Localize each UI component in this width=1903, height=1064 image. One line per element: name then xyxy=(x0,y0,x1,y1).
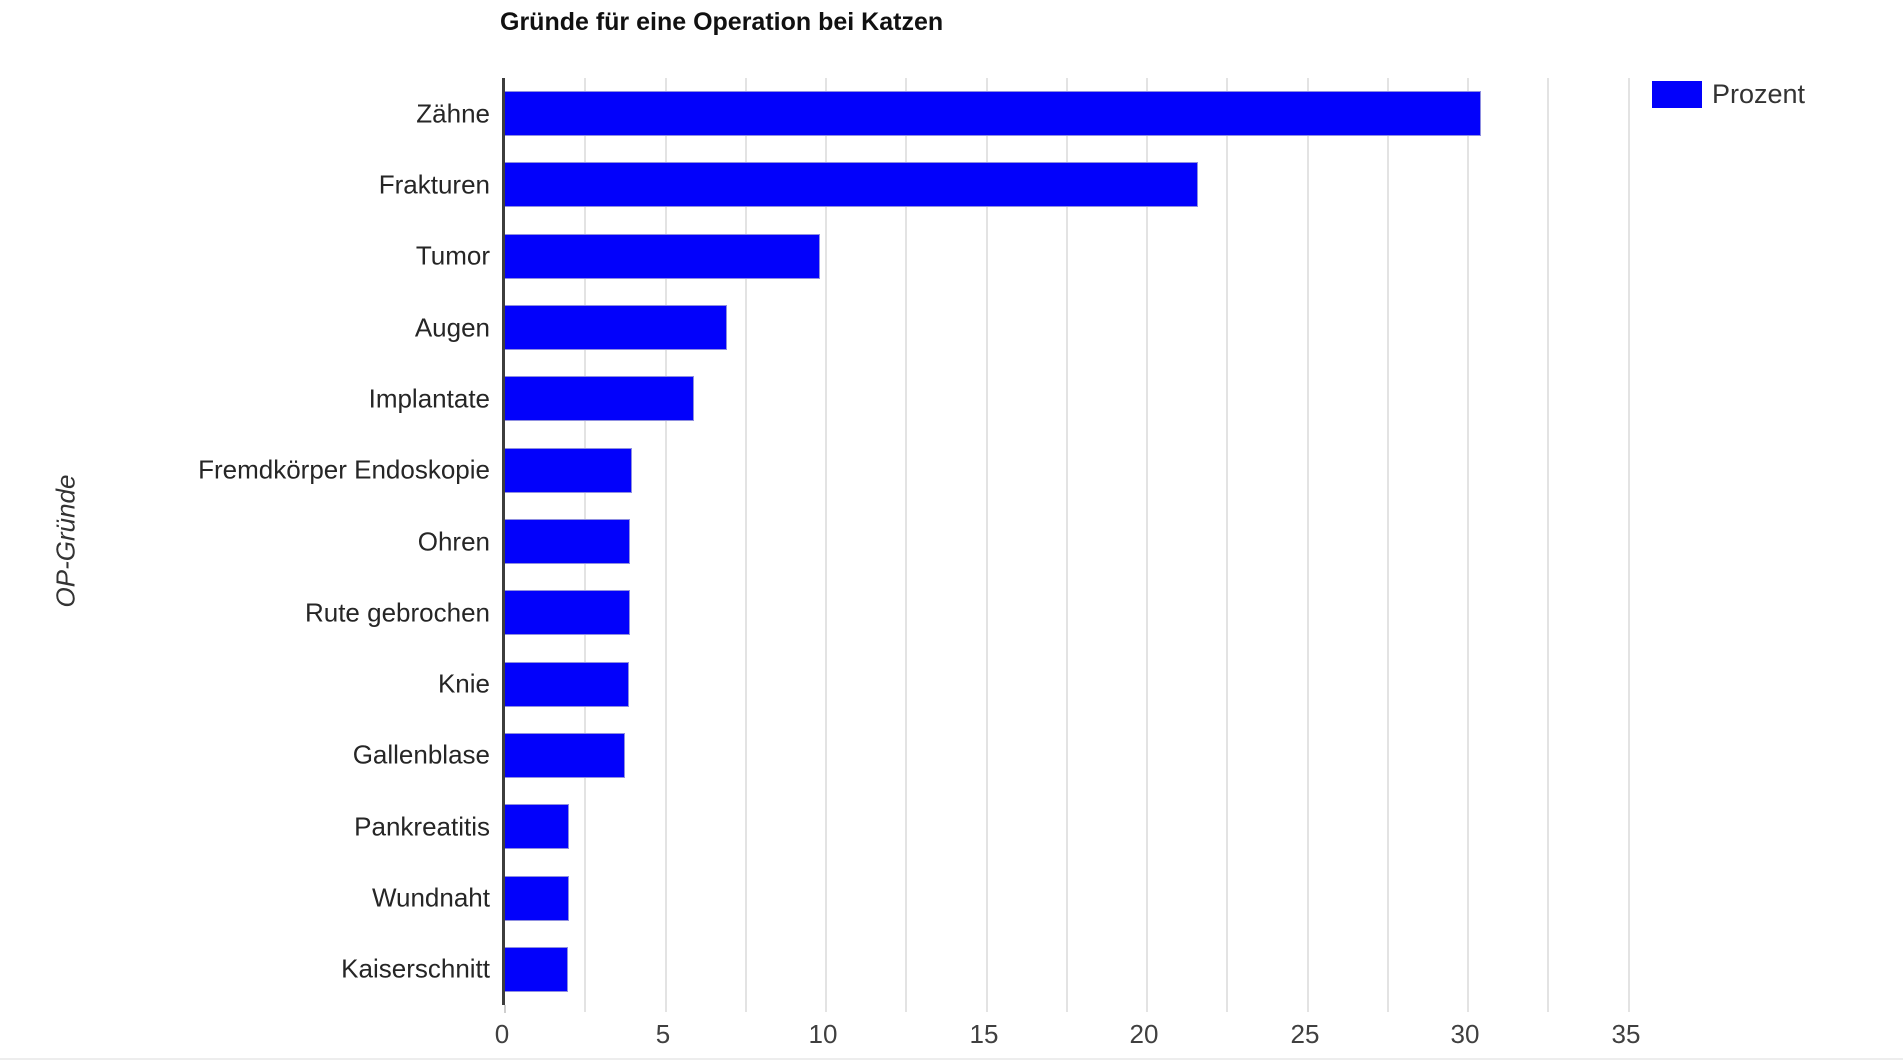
category-label: Wundnaht xyxy=(371,882,490,913)
x-tick-label: 30 xyxy=(1450,1019,1480,1049)
category-axis: Zähne Frakturen Tumor Augen Implantate Fremdk… xyxy=(0,0,490,1064)
bottom-divider xyxy=(0,1058,1903,1060)
gridline xyxy=(1226,78,1229,1012)
bar[interactable] xyxy=(505,804,570,849)
gridline xyxy=(1547,78,1550,1012)
x-tick-label: 20 xyxy=(1129,1019,1159,1049)
x-tick-label: 15 xyxy=(969,1019,999,1049)
category-label: Kaiserschnitt xyxy=(341,953,490,984)
legend-label: Prozent xyxy=(1712,79,1806,109)
x-tick-label: 10 xyxy=(808,1019,838,1049)
gridline xyxy=(1146,78,1149,1012)
x-tick-label: 5 xyxy=(655,1019,671,1049)
category-label: Zähne xyxy=(416,98,490,129)
gridline xyxy=(744,78,747,1012)
gridline xyxy=(1627,78,1630,1012)
bar[interactable] xyxy=(505,947,568,992)
bar[interactable] xyxy=(505,305,727,350)
category-label: Rute gebrochen xyxy=(304,597,490,628)
gridline xyxy=(825,78,828,1012)
bar[interactable] xyxy=(505,662,629,707)
axis-tick xyxy=(504,1005,506,1013)
bar[interactable] xyxy=(505,519,631,564)
gridline xyxy=(985,78,988,1012)
category-label: Gallenblase xyxy=(352,739,490,770)
category-label: Fremdkörper Endoskopie xyxy=(198,454,490,485)
bar[interactable] xyxy=(505,91,1481,136)
x-tick-label: 25 xyxy=(1290,1019,1320,1049)
bar[interactable] xyxy=(505,590,631,635)
x-tick-label: 0 xyxy=(494,1019,510,1049)
category-label: Implantate xyxy=(368,383,490,414)
plot-area xyxy=(502,78,1635,1013)
bar[interactable] xyxy=(505,376,695,421)
gridline xyxy=(1467,78,1470,1012)
gridline xyxy=(1065,78,1068,1012)
chart-title: Gründe für eine Operation bei Katzen xyxy=(500,8,944,36)
x-tick-label: 35 xyxy=(1611,1019,1641,1049)
category-label: Frakturen xyxy=(378,169,490,200)
category-label: Tumor xyxy=(415,240,490,271)
gridline xyxy=(1386,78,1389,1012)
category-label: Ohren xyxy=(417,526,490,557)
category-label: Knie xyxy=(437,668,490,699)
bar[interactable] xyxy=(505,162,1199,207)
bar[interactable] xyxy=(505,876,570,921)
gridline xyxy=(664,78,667,1012)
gridline xyxy=(905,78,908,1012)
bar[interactable] xyxy=(505,733,626,778)
gridline xyxy=(1306,78,1309,1012)
category-label: Pankreatitis xyxy=(354,811,490,842)
category-label: Augen xyxy=(414,312,490,343)
bar[interactable] xyxy=(505,448,632,493)
legend-swatch-icon xyxy=(1652,81,1702,108)
bar[interactable] xyxy=(505,234,820,279)
legend[interactable]: Prozent xyxy=(1652,79,1805,110)
